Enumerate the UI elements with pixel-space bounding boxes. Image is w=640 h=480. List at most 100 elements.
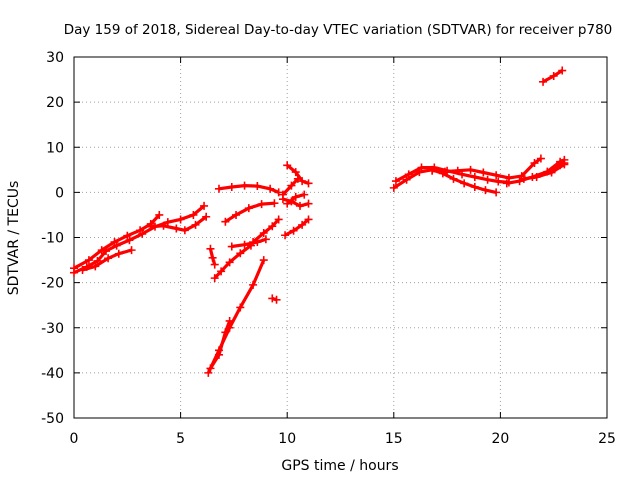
data-trace <box>73 204 206 275</box>
data-point <box>404 170 413 179</box>
data-point <box>159 221 168 230</box>
data-point <box>389 183 398 192</box>
data-point <box>208 253 217 262</box>
data-point <box>259 228 268 237</box>
data-point <box>304 179 313 188</box>
data-point <box>547 168 556 177</box>
data-point <box>278 190 287 199</box>
data-point <box>202 212 211 221</box>
data-point <box>440 167 449 176</box>
data-point <box>298 177 307 186</box>
y-tick-labels: -50 -40 -30 -20 -10 0 10 20 30 <box>41 50 64 427</box>
data-trace <box>286 164 310 185</box>
data-point <box>428 166 437 175</box>
data-point <box>221 217 230 226</box>
data-point <box>391 177 400 186</box>
data-series-13 <box>268 294 281 304</box>
data-trace <box>284 218 310 237</box>
data-point <box>449 174 458 183</box>
data-point <box>291 168 300 177</box>
y-tick-label: 20 <box>46 95 64 111</box>
data-point <box>492 171 501 180</box>
data-point <box>78 265 87 274</box>
data-series-4 <box>146 212 211 235</box>
data-series-5 <box>204 256 268 377</box>
data-point <box>236 249 245 258</box>
data-point <box>191 220 200 229</box>
data-point <box>146 222 155 231</box>
data-point <box>136 226 145 235</box>
data-point <box>532 173 541 182</box>
data-point <box>227 182 236 191</box>
data-point <box>460 179 469 188</box>
data-point <box>539 77 548 86</box>
data-point <box>300 190 309 199</box>
axis-ticks <box>73 56 608 419</box>
data-point <box>232 210 241 219</box>
y-tick-label: -50 <box>41 411 64 427</box>
data-point <box>97 246 106 255</box>
data-point <box>204 368 213 377</box>
data-series-10 <box>249 215 283 247</box>
data-point <box>155 210 164 219</box>
data-point <box>283 161 292 170</box>
data-point <box>125 236 134 245</box>
data-point <box>536 154 545 163</box>
data-point <box>257 200 266 209</box>
data-point <box>504 173 513 182</box>
data-point <box>244 204 253 213</box>
data-point <box>283 199 292 208</box>
data-point <box>217 267 226 276</box>
data-series-2 <box>70 210 164 273</box>
y-tick-label: -40 <box>41 366 64 382</box>
data-point <box>287 181 296 190</box>
data-series-3 <box>78 246 136 274</box>
data-point <box>261 235 270 244</box>
data-point <box>210 260 219 269</box>
data-point <box>127 246 136 255</box>
data-point <box>481 186 490 195</box>
data-point <box>84 256 93 265</box>
data-point <box>274 188 283 197</box>
x-tick-label: 5 <box>176 431 185 447</box>
data-point <box>180 226 189 235</box>
data-point <box>417 163 426 172</box>
data-point <box>104 254 113 263</box>
data-point <box>502 179 511 188</box>
data-point <box>110 238 119 247</box>
data-point <box>214 350 223 359</box>
x-tick-label: 10 <box>278 431 296 447</box>
data-point <box>172 224 181 233</box>
data-point <box>206 244 215 253</box>
data-trace <box>392 168 497 194</box>
data-series-24 <box>519 160 569 183</box>
data-trace <box>209 320 232 370</box>
data-point <box>225 316 234 325</box>
y-tick-label: -10 <box>41 231 64 247</box>
data-series-9 <box>227 235 270 251</box>
data-series-14 <box>281 215 313 240</box>
x-tick-label: 20 <box>491 431 509 447</box>
chart-title: Day 159 of 2018, Sidereal Day-to-day VTE… <box>64 22 613 38</box>
data-point <box>240 181 249 190</box>
data-trace <box>73 213 161 270</box>
y-tick-label: -30 <box>41 321 64 337</box>
data-series-19 <box>389 165 501 197</box>
data-series-16 <box>283 161 313 188</box>
data-point <box>270 199 279 208</box>
data-point <box>519 174 528 183</box>
data-point <box>200 201 209 210</box>
data-point <box>225 258 234 267</box>
data-series <box>70 66 569 377</box>
data-series-1 <box>70 201 209 277</box>
data-point <box>189 210 198 219</box>
data-point <box>291 192 300 201</box>
data-point <box>479 168 488 177</box>
data-point <box>274 215 283 224</box>
data-trace <box>252 218 280 244</box>
data-point <box>236 303 245 312</box>
data-trace <box>523 163 566 181</box>
y-axis-label: SDTVAR / TECUs <box>6 181 22 296</box>
data-point <box>466 165 475 174</box>
